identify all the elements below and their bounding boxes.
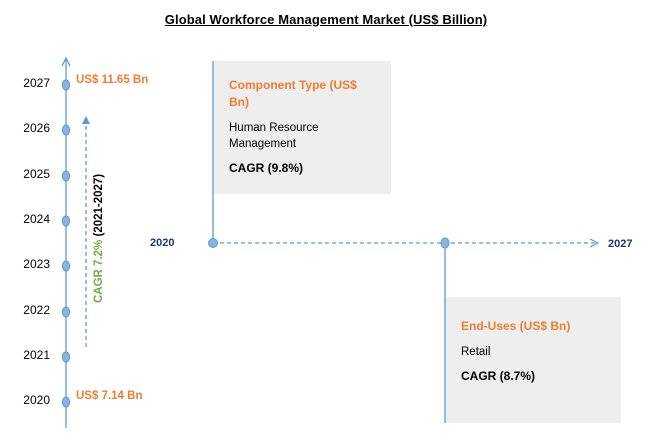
year-dots: [61, 79, 71, 408]
year-label-2023: 2023: [23, 257, 50, 271]
enduse-segment: Retail: [461, 346, 491, 358]
component-segment-line1: Human Resource: [229, 122, 319, 134]
cagr-period: (2021-2027): [93, 173, 105, 237]
component-cagr: CAGR (9.8%): [229, 161, 304, 175]
enduse-box-title: End-Uses (US$ Bn): [461, 319, 571, 333]
enduse-box-content: End-Uses (US$ Bn) Retail CAGR (8.7%): [461, 318, 617, 383]
cagr-percent: CAGR 7.2%: [93, 239, 105, 303]
year-dot-2021: [61, 351, 71, 363]
year-dot-2020: [61, 396, 71, 408]
timeline-cagr-label: CAGR 7.2% (2021-2027): [93, 153, 109, 303]
vertical-timeline-arrowhead: [61, 56, 71, 67]
axis-dot-enduse: [440, 237, 450, 249]
year-dot-2022: [61, 306, 71, 318]
component-box-title-line1: Component Type (US$: [229, 78, 357, 92]
horizontal-axis-arrowhead: [589, 238, 600, 248]
year-label-2021: 2021: [23, 348, 50, 362]
year-dot-2025: [61, 170, 71, 182]
year-label-2020: 2020: [23, 393, 50, 407]
chart-title: Global Workforce Management Market (US$ …: [164, 12, 488, 27]
component-box-title-line2: Bn): [229, 95, 249, 109]
component-type-box: [213, 61, 391, 194]
year-dot-2023: [61, 260, 71, 272]
year-dot-2024: [61, 215, 71, 227]
year-dot-2027: [61, 79, 71, 91]
year-label-2027: 2027: [23, 76, 50, 90]
axis-start-label: 2020: [150, 237, 175, 249]
cagr-arrowhead: [82, 116, 90, 124]
year-label-2024: 2024: [23, 212, 50, 226]
axis-dot-start: [208, 238, 218, 248]
year-label-2025: 2025: [23, 167, 50, 181]
axis-end-label: 2027: [608, 238, 633, 250]
year-dot-2026: [61, 124, 71, 136]
year-label-2022: 2022: [23, 303, 50, 317]
year-label-2026: 2026: [23, 121, 50, 135]
component-box-content: Component Type (US$ Bn) Human Resource M…: [229, 77, 387, 175]
end-uses-box: [445, 297, 621, 423]
value-2027: US$ 11.65 Bn: [76, 74, 149, 86]
enduse-cagr: CAGR (8.7%): [461, 369, 536, 383]
component-segment-line2: Management: [229, 138, 297, 150]
value-2020: US$ 7.14 Bn: [76, 390, 143, 402]
